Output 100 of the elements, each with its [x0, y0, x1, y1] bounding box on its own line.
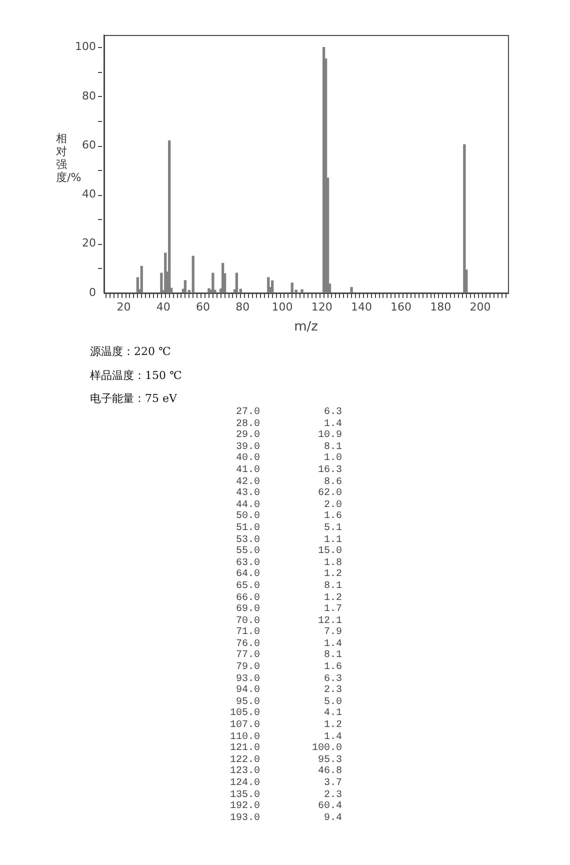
y-tick-label: 20	[82, 236, 96, 250]
text: 1.2	[324, 720, 342, 732]
text: 16.3	[318, 464, 342, 476]
category-label: 64.0	[234, 569, 260, 581]
text: 1.8	[324, 558, 342, 569]
text: 9.4	[324, 812, 342, 824]
bar	[300, 289, 304, 293]
text: 5.0	[324, 696, 342, 708]
x-tick-label: 100	[272, 300, 293, 314]
category-label: 76.0	[234, 638, 260, 650]
text: 1.1	[324, 534, 342, 546]
category-label: 66.0	[234, 592, 260, 604]
x-tick-label: 120	[311, 300, 332, 314]
text: 4.1	[324, 708, 342, 720]
bar	[290, 282, 294, 293]
y-tick-label: 40	[82, 188, 96, 201]
text: 10.9	[318, 430, 342, 442]
text: 6.3	[324, 407, 342, 418]
category-label: 42.0	[234, 476, 260, 488]
text: 样品温度：150 ℃	[90, 368, 182, 384]
category-label: 107.0	[228, 720, 260, 732]
text: 1.6	[324, 511, 342, 522]
x-tick-label: 40	[156, 300, 170, 314]
text: 8.6	[324, 476, 342, 488]
text: 1.4	[324, 732, 342, 743]
y-tick-label: 80	[82, 89, 96, 102]
x-tick-label: 20	[116, 300, 131, 314]
text: 62.0	[318, 488, 342, 500]
text: 12.1	[318, 616, 342, 627]
category-label: 94.0	[234, 685, 260, 697]
category-label: 93.0	[234, 674, 260, 685]
x-tick-label: 80	[236, 300, 250, 314]
y-axis-title: 相对强度/%	[56, 132, 82, 184]
category-label: 29.0	[234, 430, 260, 442]
category-label: 27.0	[234, 407, 260, 419]
category-label: 69.0	[234, 604, 260, 616]
category-label: 55.0	[234, 546, 260, 558]
text: 95.3	[318, 754, 342, 766]
text: 5.1	[324, 522, 342, 534]
text: 6.3	[324, 674, 342, 685]
category-label: 105.0	[228, 708, 260, 720]
x-tick-label: 180	[430, 300, 452, 314]
text: 1.6	[324, 662, 342, 674]
category-label: 192.0	[228, 801, 260, 813]
category-label: 40.0	[234, 453, 260, 465]
category-label: 124.0	[228, 778, 260, 790]
bar	[350, 287, 353, 293]
bar	[184, 280, 187, 293]
category-label: 193.0	[228, 812, 260, 824]
bar	[235, 272, 238, 293]
category-label: 51.0	[234, 522, 260, 535]
category-label: 123.0	[228, 766, 260, 778]
text: 1.2	[324, 592, 342, 604]
category-label: 50.0	[234, 511, 260, 523]
text: 1.0	[324, 453, 342, 464]
category-label: 41.0	[234, 464, 260, 477]
text: 1.4	[324, 418, 342, 430]
text: 8.1	[324, 650, 342, 662]
x-tick-label: 140	[350, 300, 372, 314]
category-label: 43.0	[234, 488, 260, 500]
text: 8.1	[324, 442, 342, 453]
x-tick-label: 200	[470, 300, 491, 314]
category-label: 95.0	[234, 696, 260, 708]
category-label: 110.0	[228, 732, 260, 743]
category-label: 71.0	[234, 627, 260, 639]
category-label: 121.0	[228, 743, 260, 755]
text: 1.7	[324, 604, 342, 616]
bar	[168, 140, 171, 293]
text: 46.8	[318, 766, 342, 778]
category-label: 53.0	[234, 534, 260, 546]
category-label: 44.0	[234, 500, 260, 511]
y-tick-label: 100	[75, 40, 96, 54]
x-tick-label: 60	[196, 300, 210, 314]
bar	[140, 266, 143, 293]
category-label: 122.0	[228, 754, 260, 766]
x-tick-label: 160	[390, 300, 412, 314]
category-label: 39.0	[234, 442, 260, 453]
text: 100.0	[312, 743, 342, 754]
category-label: 79.0	[234, 662, 260, 674]
bar	[192, 256, 194, 293]
text: 8.1	[324, 580, 342, 592]
text: 2.3	[324, 790, 342, 801]
x-axis-title: m/z	[294, 320, 318, 335]
text: 2.0	[324, 500, 342, 511]
y-tick-label: 0	[89, 286, 96, 299]
text: 2.3	[324, 685, 342, 696]
bar	[463, 144, 466, 293]
text: 源温度：220 ℃	[90, 344, 172, 360]
category-label: 77.0	[234, 650, 260, 662]
text: 1.4	[324, 638, 342, 650]
category-label: 65.0	[234, 580, 260, 592]
category-label: 28.0	[234, 418, 260, 430]
y-tick-label: 60	[82, 138, 96, 152]
text: 7.9	[324, 627, 342, 638]
text: 60.4	[318, 801, 342, 812]
text: 电子能量：75 eV	[90, 391, 178, 407]
text: 1.2	[324, 569, 342, 580]
category-label: 70.0	[234, 616, 260, 627]
category-label: 63.0	[234, 558, 260, 569]
text: 3.7	[324, 778, 342, 789]
